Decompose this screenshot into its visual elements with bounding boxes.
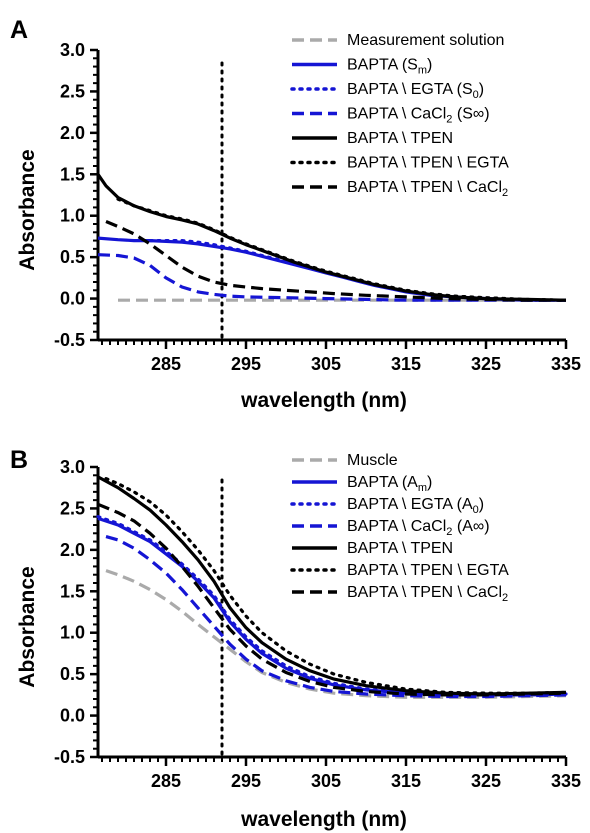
x-tick-label: 295 bbox=[231, 354, 261, 374]
y-tick-label: 1.0 bbox=[60, 623, 85, 643]
legend-label-5: BAPTA \ TPEN bbox=[347, 540, 453, 557]
series-line-3 bbox=[96, 515, 568, 697]
legend-label-text: Measurement solution bbox=[347, 32, 504, 49]
x-tick-label: 325 bbox=[471, 354, 501, 374]
legend-label-subscript: 2 bbox=[446, 114, 452, 126]
legend-label-2: BAPTA (Am) bbox=[347, 474, 432, 494]
series-line-5 bbox=[97, 475, 567, 696]
y-tick-label: 3.0 bbox=[60, 457, 85, 477]
series-line-2 bbox=[97, 236, 566, 302]
series-line-4 bbox=[105, 535, 567, 699]
y-tick-label: 1.0 bbox=[60, 206, 85, 226]
x-tick-label: 335 bbox=[551, 771, 581, 791]
legend-label-subscript: 2 bbox=[502, 187, 508, 199]
legend-label-text: BAPTA \ TPEN \ EGTA bbox=[347, 155, 509, 172]
legend-label-5: BAPTA \ TPEN bbox=[347, 130, 453, 147]
legend-label-tail: ) bbox=[427, 474, 432, 491]
legend-label-text: BAPTA \ TPEN \ CaCl bbox=[347, 584, 502, 601]
legend-label-text: BAPTA (A bbox=[347, 474, 418, 491]
legend-label-1: Muscle bbox=[347, 452, 398, 469]
x-tick-label: 285 bbox=[151, 771, 181, 791]
x-axis-title: wavelength (nm) bbox=[240, 389, 407, 412]
y-axis-title: Absorbance bbox=[16, 566, 39, 687]
x-tick-label: 315 bbox=[391, 771, 421, 791]
y-tick-label: 2.0 bbox=[60, 540, 85, 560]
x-tick-label: 305 bbox=[311, 771, 341, 791]
legend-label-7: BAPTA \ TPEN \ CaCl2 bbox=[347, 584, 508, 604]
series-line-6 bbox=[116, 197, 568, 302]
legend-label-3: BAPTA \ EGTA (A0) bbox=[347, 496, 484, 516]
y-tick-label: 2.0 bbox=[60, 123, 85, 143]
y-axis-title: Absorbance bbox=[16, 149, 39, 270]
x-tick-label: 305 bbox=[311, 354, 341, 374]
legend-label-4: BAPTA \ CaCl2 (A∞) bbox=[347, 518, 490, 538]
legend-label-3: BAPTA \ EGTA (S0) bbox=[347, 81, 484, 101]
legend-label-text: BAPTA \ EGTA (A bbox=[347, 496, 473, 513]
series-line-2 bbox=[97, 516, 567, 697]
y-tick-label: -0.5 bbox=[54, 330, 85, 350]
series-line-7 bbox=[105, 220, 566, 302]
legend-label-text: BAPTA \ TPEN bbox=[347, 130, 453, 147]
y-tick-label: 1.5 bbox=[60, 581, 85, 601]
x-axis-title: wavelength (nm) bbox=[240, 808, 407, 831]
y-tick-label: 3.0 bbox=[60, 40, 85, 60]
legend-label-text: BAPTA (S bbox=[347, 57, 418, 74]
legend-label-subscript: m bbox=[418, 482, 427, 494]
legend-label-text: BAPTA \ EGTA (S bbox=[347, 81, 473, 98]
x-tick-label: 285 bbox=[151, 354, 181, 374]
legend-label-subscript: 0 bbox=[473, 504, 479, 516]
y-tick-label: 0.5 bbox=[60, 664, 85, 684]
chart-panel-a: A -0.5 0.0 0.5 1.0 1.5 2.0 2.5 3.0 285 295 305 315 32… bbox=[10, 16, 581, 412]
legend-label-text: BAPTA \ CaCl bbox=[347, 518, 446, 535]
y-tick-label: 1.5 bbox=[60, 164, 85, 184]
legend-label-subscript: m bbox=[418, 65, 427, 77]
y-tick-label: 0.5 bbox=[60, 247, 85, 267]
legend-label-6: BAPTA \ TPEN \ EGTA bbox=[347, 155, 509, 172]
chart-panel-b: B -0.5 0.0 0.5 1.0 1.5 2.0 2.5 3.0 285 295 305 315 32… bbox=[10, 446, 581, 831]
x-tick-label: 335 bbox=[551, 354, 581, 374]
legend-label-tail: ) bbox=[427, 57, 432, 74]
legend-label-1: Measurement solution bbox=[347, 32, 504, 49]
x-tick-label: 315 bbox=[391, 354, 421, 374]
series-line-6 bbox=[104, 477, 568, 695]
legend-label-text: BAPTA \ TPEN \ EGTA bbox=[347, 562, 509, 579]
panel-letter: B bbox=[10, 446, 28, 474]
series-line-3 bbox=[148, 239, 568, 302]
series-line-7 bbox=[97, 502, 567, 697]
y-tick-label: 0.0 bbox=[60, 289, 85, 309]
legend-label-6: BAPTA \ TPEN \ EGTA bbox=[347, 562, 509, 579]
legend-label-tail: ) bbox=[479, 81, 484, 98]
legend-label-tail: (S∞) bbox=[452, 106, 489, 123]
x-tick-label: 295 bbox=[231, 771, 261, 791]
x-tick-label: 325 bbox=[471, 771, 501, 791]
legend-label-subscript: 2 bbox=[446, 526, 452, 538]
y-tick-label: -0.5 bbox=[54, 747, 85, 767]
legend-label-tail: ) bbox=[479, 496, 484, 513]
legend-label-tail: (A∞) bbox=[452, 518, 489, 535]
legend-label-2: BAPTA (Sm) bbox=[347, 57, 432, 77]
y-tick-label: 0.0 bbox=[60, 706, 85, 726]
y-tick-label: 2.5 bbox=[60, 81, 85, 101]
legend-label-text: Muscle bbox=[347, 452, 398, 469]
legend-label-text: BAPTA \ CaCl bbox=[347, 106, 446, 123]
legend-label-subscript: 0 bbox=[473, 89, 479, 101]
legend-label-4: BAPTA \ CaCl2 (S∞) bbox=[347, 106, 490, 126]
legend-label-text: BAPTA \ TPEN bbox=[347, 540, 453, 557]
panel-letter: A bbox=[10, 16, 28, 44]
legend-label-subscript: 2 bbox=[502, 592, 508, 604]
legend-label-7: BAPTA \ TPEN \ CaCl2 bbox=[347, 179, 508, 199]
y-tick-label: 2.5 bbox=[60, 498, 85, 518]
legend-label-text: BAPTA \ TPEN \ CaCl bbox=[347, 179, 502, 196]
